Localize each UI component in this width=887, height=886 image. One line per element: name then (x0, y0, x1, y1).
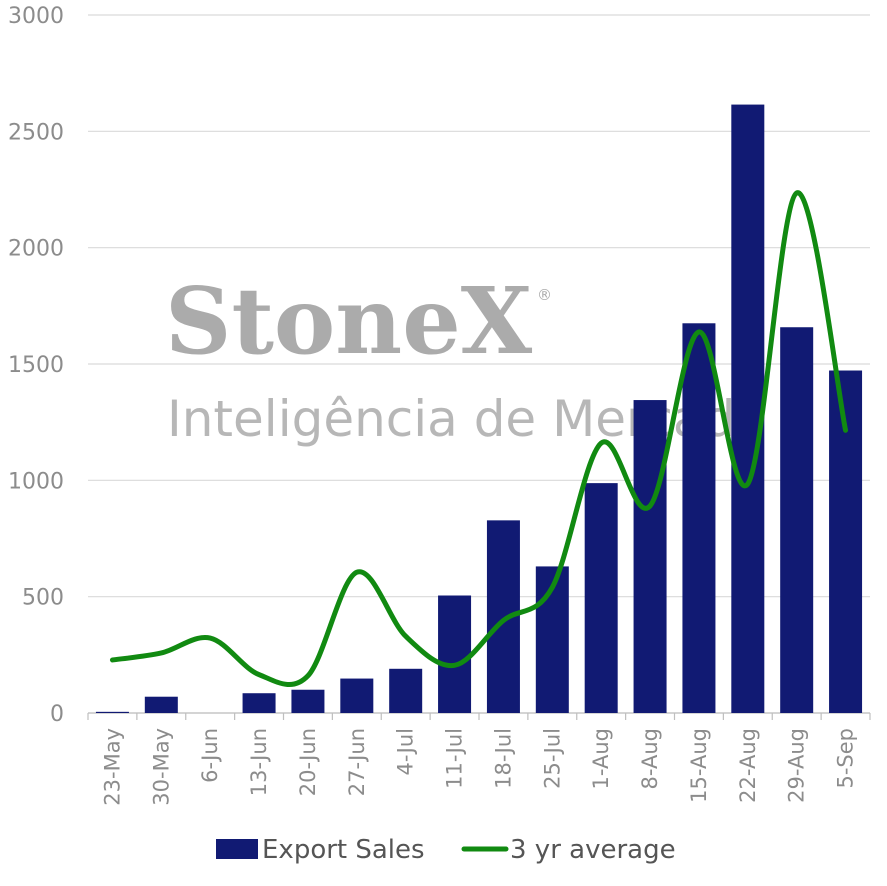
watermark-brand: StoneX (165, 267, 533, 375)
y-axis-tick-labels: 0 500 1000 1500 2000 2500 3000 (8, 4, 64, 727)
x-tick-label-23-May: 23-May (100, 728, 124, 806)
bar-8-Aug (633, 400, 667, 713)
x-tick-label-25-Jul: 25-Jul (540, 728, 564, 789)
gridlines (87, 14, 871, 720)
bar-11-Jul (438, 595, 472, 713)
bar-1-Aug (584, 483, 618, 713)
bar-23-May (95, 711, 129, 713)
y-tick-label-1000: 1000 (8, 469, 64, 494)
watermark-registered-mark: ® (537, 286, 552, 304)
bar-13-Jun (242, 693, 276, 713)
y-tick-label-500: 500 (22, 586, 64, 611)
x-tick-label-15-Aug: 15-Aug (687, 728, 711, 803)
legend: Export Sales 3 yr average (216, 835, 676, 865)
legend-label-export-sales: Export Sales (262, 835, 425, 865)
y-tick-label-3000: 3000 (8, 4, 64, 29)
x-tick-label-27-Jun: 27-Jun (345, 728, 369, 796)
bar-29-Aug (780, 327, 814, 713)
x-tick-label-18-Jul: 18-Jul (491, 728, 515, 789)
x-tick-label-5-Sep: 5-Sep (834, 728, 858, 789)
bar-15-Aug (682, 323, 716, 713)
bar-22-Aug (731, 104, 765, 714)
bar-30-May (144, 696, 178, 713)
x-tick-label-13-Jun: 13-Jun (247, 728, 271, 796)
x-tick-label-11-Jul: 11-Jul (443, 728, 467, 789)
x-tick-label-1-Aug: 1-Aug (589, 728, 613, 789)
three-yr-average-path (109, 190, 849, 688)
y-tick-label-0: 0 (50, 702, 64, 727)
y-tick-label-2000: 2000 (8, 237, 64, 262)
legend-swatch-export-sales (216, 839, 258, 859)
x-tick-label-30-May: 30-May (149, 728, 173, 806)
y-tick-label-1500: 1500 (8, 353, 64, 378)
x-tick-label-22-Aug: 22-Aug (736, 728, 760, 803)
legend-label-three-yr-average: 3 yr average (510, 835, 676, 865)
stonex-watermark: StoneX ® Inteligência de Mercado (165, 267, 766, 448)
x-tick-label-29-Aug: 29-Aug (785, 728, 809, 803)
bar-27-Jun (340, 678, 374, 713)
x-tick-label-4-Jul: 4-Jul (394, 728, 418, 775)
x-axis-tick-labels: 23-May 30-May 6-Jun 13-Jun 20-Jun 27-Jun 4-Jul… (100, 728, 857, 806)
bar-4-Jul (389, 668, 423, 713)
three-yr-average-line (109, 190, 849, 688)
y-tick-label-2500: 2500 (8, 120, 64, 145)
bar-20-Jun (291, 689, 325, 713)
x-tick-label-6-Jun: 6-Jun (198, 728, 222, 783)
x-tick-label-20-Jun: 20-Jun (296, 728, 320, 796)
x-tick-label-8-Aug: 8-Aug (638, 728, 662, 789)
